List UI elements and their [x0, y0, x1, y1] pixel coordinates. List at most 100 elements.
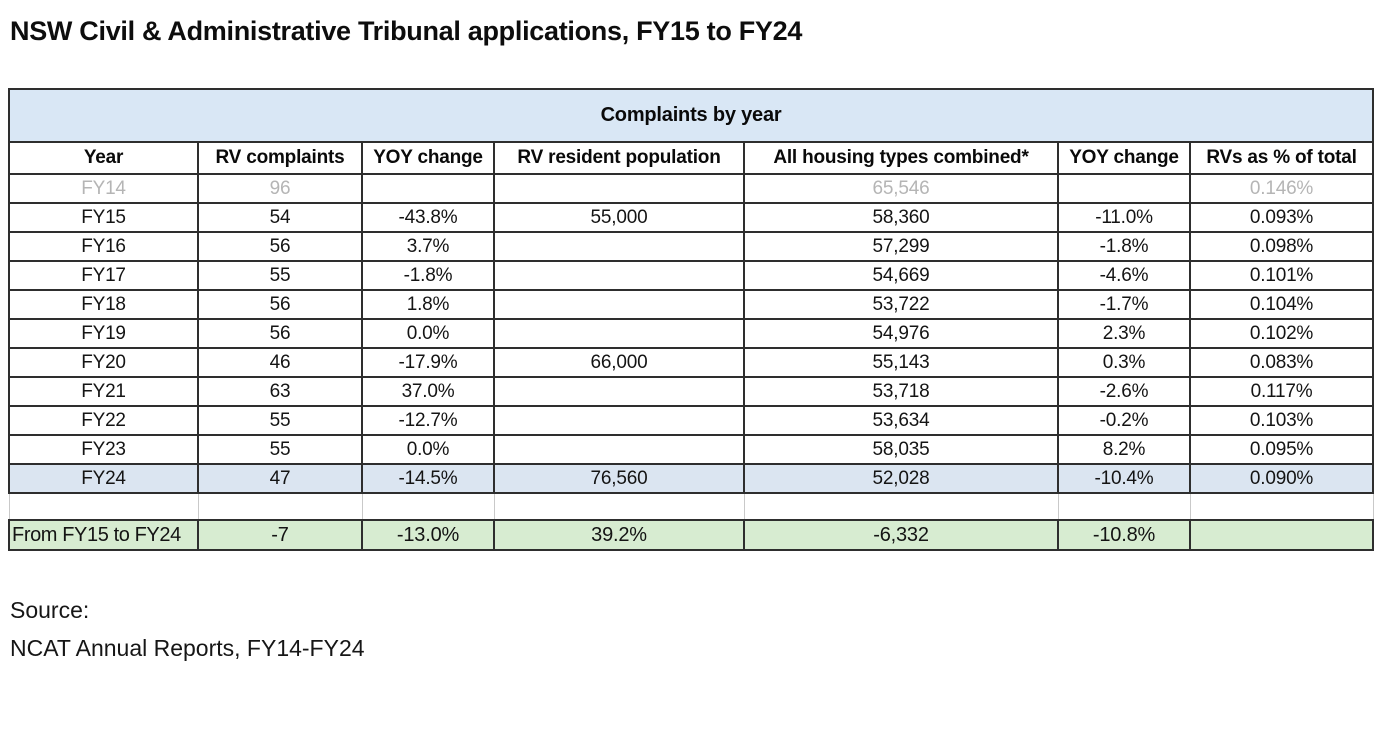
- table-cell: 58,035: [743, 434, 1059, 465]
- table-cell: -43.8%: [361, 202, 495, 233]
- table-cell: FY21: [8, 376, 199, 407]
- table-row: FY14 96 65,546 0.146%: [8, 173, 1375, 204]
- table-cell: 3.7%: [361, 231, 495, 262]
- table-cell: [493, 318, 745, 349]
- table-cell: 57,299: [743, 231, 1059, 262]
- table-cell: [493, 405, 745, 436]
- source-detail: NCAT Annual Reports, FY14-FY24: [10, 635, 365, 661]
- table-cell: 47: [197, 463, 363, 494]
- table-cell: 37.0%: [361, 376, 495, 407]
- table-cell: 0.146%: [1188, 173, 1375, 204]
- table-cell: FY22: [8, 405, 199, 436]
- summary-cell-yoy-change-1: -13.0%: [361, 519, 495, 551]
- table-cell: 0.098%: [1188, 231, 1375, 262]
- table-cell: -14.5%: [361, 463, 495, 494]
- table-row: FY17 55 -1.8% 54,669 -4.6% 0.101%: [8, 260, 1375, 291]
- table-cell: [493, 289, 745, 320]
- table-cell: 0.095%: [1188, 434, 1375, 465]
- table-cell: 55,143: [743, 347, 1059, 378]
- spacer-cell: [493, 493, 745, 520]
- table-cell: 0.093%: [1188, 202, 1375, 233]
- table-cell: 56: [197, 231, 363, 262]
- table-cell: 54,976: [743, 318, 1059, 349]
- column-header-rvs-pct-of-total: RVs as % of total: [1188, 141, 1375, 175]
- table-cell: 1.8%: [361, 289, 495, 320]
- page-title: NSW Civil & Administrative Tribunal appl…: [10, 16, 803, 46]
- table-cell: 65,546: [743, 173, 1059, 204]
- table-row: FY18 56 1.8% 53,722 -1.7% 0.104%: [8, 289, 1375, 320]
- table-cell: -2.6%: [1057, 376, 1191, 407]
- table-cell: 0.103%: [1188, 405, 1375, 436]
- table-cell: 66,000: [493, 347, 745, 378]
- spacer-cell: [197, 493, 363, 520]
- table-cell: 46: [197, 347, 363, 378]
- table-cell: -1.7%: [1057, 289, 1191, 320]
- table-cell: 56: [197, 289, 363, 320]
- table-row: FY19 56 0.0% 54,976 2.3% 0.102%: [8, 318, 1375, 349]
- table-cell: -4.6%: [1057, 260, 1191, 291]
- table-row: FY23 55 0.0% 58,035 8.2% 0.095%: [8, 434, 1375, 465]
- spacer-cell: [8, 493, 199, 520]
- column-header-year: Year: [8, 141, 199, 175]
- summary-cell-all-housing-types: -6,332: [743, 519, 1059, 551]
- summary-cell-rv-resident-population: 39.2%: [493, 519, 745, 551]
- table-cell: 0.102%: [1188, 318, 1375, 349]
- table-cell: -17.9%: [361, 347, 495, 378]
- summary-cell-rv-complaints: -7: [197, 519, 363, 551]
- table-cell: FY19: [8, 318, 199, 349]
- column-header-yoy-change-1: YOY change: [361, 141, 495, 175]
- table-cell: [493, 260, 745, 291]
- table-header-row: Year RV complaints YOY change RV residen…: [8, 141, 1375, 175]
- table-cell: -11.0%: [1057, 202, 1191, 233]
- table-row: FY24 47 -14.5% 76,560 52,028 -10.4% 0.090%: [8, 463, 1375, 494]
- table-cell: -0.2%: [1057, 405, 1191, 436]
- spacer-cell: [1189, 493, 1374, 520]
- column-header-rv-complaints: RV complaints: [197, 141, 363, 175]
- table-cell: -10.4%: [1057, 463, 1191, 494]
- table-row: FY22 55 -12.7% 53,634 -0.2% 0.103%: [8, 405, 1375, 436]
- table-cell: 55,000: [493, 202, 745, 233]
- table-row: FY20 46 -17.9% 66,000 55,143 0.3% 0.083%: [8, 347, 1375, 378]
- table-cell: -12.7%: [361, 405, 495, 436]
- table-cell: [1057, 173, 1191, 204]
- summary-cell-rvs-pct-of-total: [1188, 519, 1375, 551]
- table-cell: 0.104%: [1188, 289, 1375, 320]
- table-cell: 0.3%: [1057, 347, 1191, 378]
- table-cell: 54,669: [743, 260, 1059, 291]
- table-cell: 0.117%: [1188, 376, 1375, 407]
- table-cell: 0.083%: [1188, 347, 1375, 378]
- table-cell: 63: [197, 376, 363, 407]
- table-cell: -1.8%: [361, 260, 495, 291]
- table-cell: 8.2%: [1057, 434, 1191, 465]
- table-cell: 2.3%: [1057, 318, 1191, 349]
- table-cell: FY14: [8, 173, 199, 204]
- table-cell: 54: [197, 202, 363, 233]
- table-cell: FY17: [8, 260, 199, 291]
- table-cell: 76,560: [493, 463, 745, 494]
- table-cell: [493, 376, 745, 407]
- table-cell: 55: [197, 260, 363, 291]
- table-cell: 58,360: [743, 202, 1059, 233]
- spacer-cell: [743, 493, 1059, 520]
- table-cell: 56: [197, 318, 363, 349]
- summary-cell-yoy-change-2: -10.8%: [1057, 519, 1191, 551]
- source-block: Source: NCAT Annual Reports, FY14-FY24: [10, 591, 1380, 667]
- table-cell: FY18: [8, 289, 199, 320]
- summary-row: From FY15 to FY24 -7 -13.0% 39.2% -6,332…: [8, 519, 1375, 551]
- table-cell: 55: [197, 405, 363, 436]
- table-cell: 55: [197, 434, 363, 465]
- table-cell: 96: [197, 173, 363, 204]
- table-cell: FY23: [8, 434, 199, 465]
- table-cell: 53,718: [743, 376, 1059, 407]
- summary-label: From FY15 to FY24: [8, 519, 199, 551]
- table-cell: 0.101%: [1188, 260, 1375, 291]
- column-header-yoy-change-2: YOY change: [1057, 141, 1191, 175]
- table-cell: [493, 231, 745, 262]
- spacer-row: [8, 493, 1374, 520]
- table-row: FY21 63 37.0% 53,718 -2.6% 0.117%: [8, 376, 1375, 407]
- table-banner-title: Complaints by year: [7, 88, 1375, 143]
- table-cell: FY24: [8, 463, 199, 494]
- source-label: Source:: [10, 597, 90, 623]
- table-cell: 52,028: [743, 463, 1059, 494]
- table-cell: 53,634: [743, 405, 1059, 436]
